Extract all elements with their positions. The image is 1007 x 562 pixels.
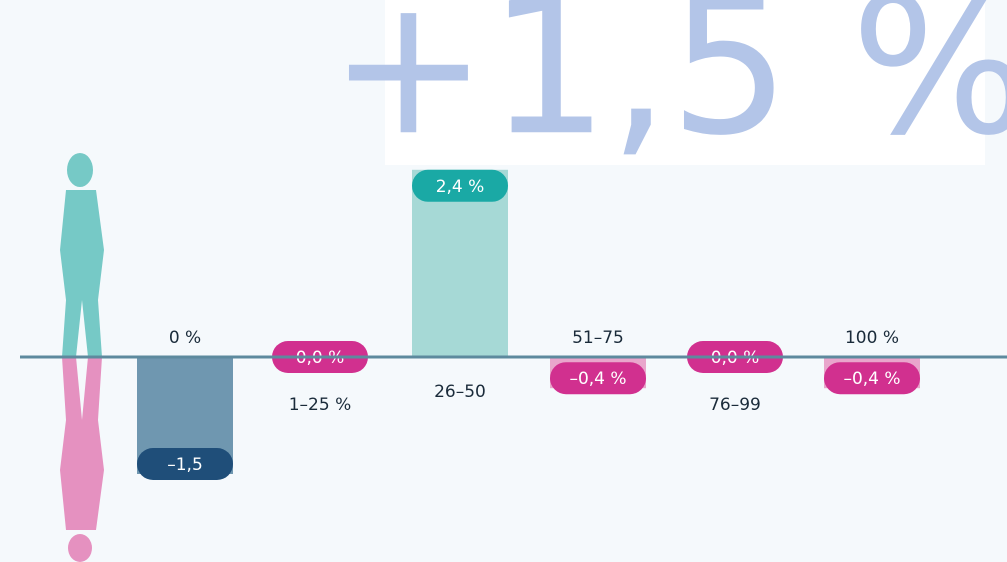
category-label: 1–25 % [289, 395, 352, 415]
chart: +1,5 % –1,50 %0,0 %1–25 %2,4 %26–50–0,4 … [0, 0, 1007, 562]
category-label: 76–99 [709, 395, 761, 415]
value-label: –0,4 % [843, 369, 900, 389]
page: +1,5 % –1,50 %0,0 %1–25 %2,4 %26–50–0,4 … [0, 0, 1007, 562]
category-label: 0 % [169, 328, 201, 348]
category-label: 100 % [845, 328, 899, 348]
headline: +1,5 % [329, 0, 1007, 177]
value-label: –1,5 [167, 455, 203, 475]
value-label: 2,4 % [436, 177, 485, 197]
value-label: –0,4 % [569, 369, 626, 389]
category-label: 26–50 [434, 382, 486, 402]
category-label: 51–75 [572, 328, 624, 348]
